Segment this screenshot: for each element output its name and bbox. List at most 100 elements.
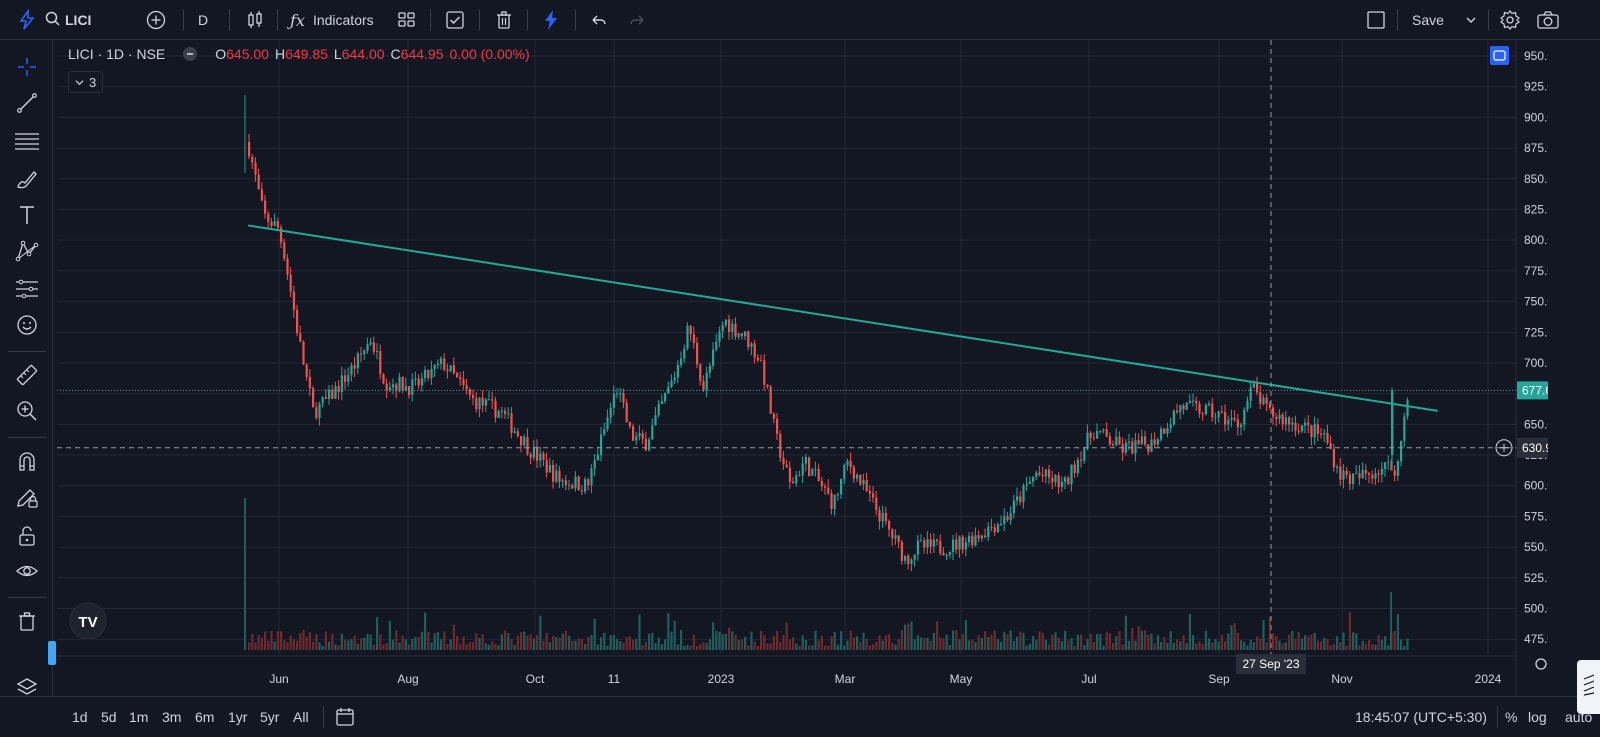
- range-1m[interactable]: 1m: [129, 709, 149, 725]
- indicators-collapse-button[interactable]: 3: [68, 71, 104, 93]
- candle-body: [673, 377, 676, 381]
- trash-icon[interactable]: [11, 606, 43, 638]
- candle-body: [545, 459, 548, 473]
- candle-body: [785, 464, 788, 468]
- volume-bar: [859, 642, 862, 650]
- volume-bar: [1022, 632, 1025, 650]
- volume-bar: [379, 634, 382, 650]
- candle-body: [670, 380, 673, 387]
- range-3m[interactable]: 3m: [162, 709, 182, 725]
- candle-body: [664, 393, 667, 402]
- candle-body: [484, 399, 487, 406]
- volume-bar: [344, 639, 347, 650]
- side-panel-toggle[interactable]: [1577, 660, 1600, 714]
- candle-body: [392, 384, 395, 388]
- candle-body: [248, 141, 251, 157]
- crosshair-icon[interactable]: [11, 51, 43, 83]
- calendar-icon[interactable]: [334, 697, 356, 737]
- range-5yr[interactable]: 5yr: [260, 709, 280, 725]
- gear-icon[interactable]: [1499, 0, 1521, 40]
- chevron-down-icon[interactable]: [1465, 0, 1477, 40]
- volume-bar: [1345, 645, 1348, 650]
- lightning-icon[interactable]: [16, 0, 38, 40]
- volume-bar: [388, 620, 391, 650]
- candle-body: [337, 386, 340, 392]
- interval-button[interactable]: D: [198, 12, 209, 28]
- indicators-button[interactable]: ƒx Indicators: [290, 0, 374, 40]
- grid-icon[interactable]: [397, 0, 417, 40]
- candle-body: [254, 162, 257, 175]
- eye-icon[interactable]: [11, 555, 43, 587]
- volume-bar: [763, 635, 766, 650]
- trash-icon[interactable]: [494, 0, 514, 40]
- chart-canvas[interactable]: 950.00 925.00 900.00 875.00 850.00 825.00 800.…: [57, 40, 1563, 696]
- candle-body: [1252, 383, 1255, 388]
- collapse-toolbar-handle[interactable]: [48, 641, 56, 665]
- candles-icon[interactable]: [244, 0, 266, 40]
- text-icon[interactable]: [11, 199, 43, 231]
- range-5d[interactable]: 5d: [101, 709, 117, 725]
- brush-icon[interactable]: [11, 163, 43, 195]
- fullscreen-icon[interactable]: [1366, 0, 1386, 40]
- line-icon[interactable]: [11, 87, 43, 119]
- candle-body: [1182, 405, 1185, 410]
- open-value: 645.00: [226, 46, 269, 62]
- volume-bar: [1083, 645, 1086, 650]
- zoom-icon[interactable]: [11, 395, 43, 427]
- volume-bar: [1108, 633, 1111, 650]
- layers-icon[interactable]: [11, 672, 43, 704]
- log-scale-toggle[interactable]: log: [1528, 709, 1547, 725]
- pattern-icon[interactable]: [11, 235, 43, 267]
- ruler-icon[interactable]: [11, 359, 43, 391]
- candle-body: [1297, 430, 1300, 432]
- price-chart[interactable]: 950.00 925.00 900.00 875.00 850.00 825.00 800.…: [57, 40, 1563, 696]
- volume-bar: [1060, 641, 1063, 650]
- volume-bar: [347, 640, 350, 650]
- scale-button[interactable]: [1490, 46, 1509, 65]
- gear-icon[interactable]: [1535, 658, 1547, 670]
- pencil-lock-icon[interactable]: [11, 482, 43, 514]
- legend-title[interactable]: LICI · 1D · NSE: [68, 46, 166, 62]
- range-6m[interactable]: 6m: [195, 709, 215, 725]
- magnet-icon[interactable]: [11, 446, 43, 478]
- plus-circle-icon[interactable]: [145, 0, 167, 40]
- range-1d[interactable]: 1d: [72, 709, 88, 725]
- volume-bar: [574, 640, 577, 650]
- symbol-search-button[interactable]: LICI: [44, 0, 91, 40]
- candle-body: [740, 333, 743, 337]
- candle-body: [1345, 470, 1348, 475]
- emoji-icon[interactable]: [11, 309, 43, 341]
- percent-scale-toggle[interactable]: %: [1505, 709, 1518, 725]
- volume-bar: [500, 634, 503, 650]
- fib-icon[interactable]: [11, 125, 43, 157]
- clock-time[interactable]: 18:45:07 (UTC+5:30): [1355, 709, 1487, 725]
- candle-body: [1195, 400, 1198, 404]
- volume-bar: [1275, 636, 1278, 650]
- volume-bar: [1300, 638, 1303, 650]
- measure-lines-icon[interactable]: [11, 273, 43, 305]
- bottom-toolbar: 1d 5d 1m 3m 6m 1yr 5yr All 18:45:07 (UTC…: [0, 696, 1600, 736]
- lightning-active-icon[interactable]: [541, 0, 561, 40]
- redo-icon[interactable]: [628, 0, 646, 40]
- range-1yr[interactable]: 1yr: [228, 709, 248, 725]
- candle-body: [657, 404, 660, 416]
- candle-body: [798, 475, 801, 477]
- add-alert-icon[interactable]: [1495, 439, 1513, 457]
- range-all[interactable]: All: [293, 709, 309, 725]
- undo-icon[interactable]: [590, 0, 608, 40]
- save-button[interactable]: Save: [1412, 12, 1444, 28]
- volume-bar: [1336, 636, 1339, 650]
- volume-bar: [651, 632, 654, 650]
- candle-body: [856, 475, 859, 479]
- volume-bar: [1211, 642, 1214, 650]
- candle-body: [497, 411, 500, 418]
- tradingview-logo[interactable]: [69, 602, 107, 640]
- volume-bar: [1304, 635, 1307, 650]
- camera-icon[interactable]: [1536, 0, 1560, 40]
- candle-body: [539, 453, 542, 461]
- checkbox-icon[interactable]: [445, 0, 465, 40]
- candle-body: [1112, 444, 1115, 446]
- trendline[interactable]: [247, 224, 1438, 412]
- volume-bar: [1281, 643, 1284, 650]
- lock-icon[interactable]: [11, 520, 43, 552]
